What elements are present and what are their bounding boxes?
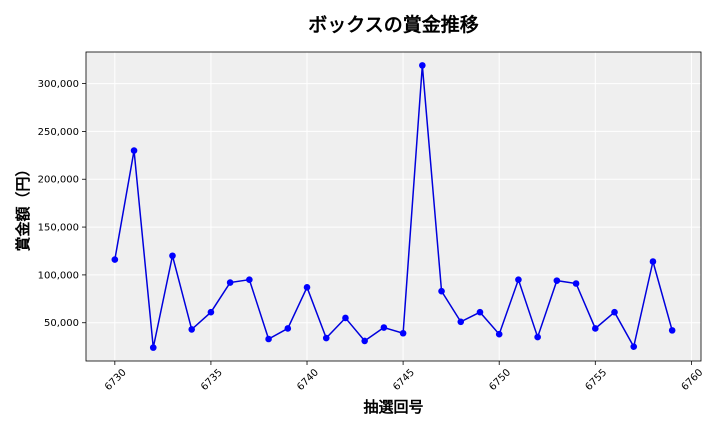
chart-title: ボックスの賞金推移 bbox=[308, 13, 478, 36]
data-point bbox=[284, 325, 292, 332]
x-tick-label: 6760 bbox=[680, 367, 706, 393]
data-point bbox=[611, 308, 618, 316]
data-point bbox=[534, 333, 541, 341]
x-tick-label: 6740 bbox=[295, 367, 321, 393]
x-tick-label: 6755 bbox=[583, 367, 609, 393]
series-line bbox=[114, 65, 673, 349]
data-point bbox=[457, 318, 465, 326]
y-tick-label: 150,000 bbox=[38, 223, 79, 234]
data-point bbox=[572, 280, 580, 287]
y-tick-label: 50,000 bbox=[44, 318, 79, 329]
x-tick-label: 6750 bbox=[487, 367, 513, 393]
data-point bbox=[649, 258, 657, 265]
data-point bbox=[246, 276, 253, 283]
data-point bbox=[630, 343, 638, 350]
y-tick-label: 200,000 bbox=[38, 175, 79, 186]
data-point bbox=[668, 327, 676, 334]
data-point bbox=[361, 337, 368, 345]
data-point bbox=[265, 335, 272, 343]
data-point bbox=[553, 277, 561, 284]
series-layer bbox=[111, 62, 676, 351]
data-point bbox=[207, 308, 215, 316]
data-point bbox=[188, 326, 196, 333]
data-point bbox=[438, 287, 445, 295]
data-point bbox=[322, 334, 330, 342]
plot-frame bbox=[85, 51, 702, 362]
data-point bbox=[476, 308, 484, 316]
data-point bbox=[169, 252, 176, 260]
y-tick-label: 100,000 bbox=[38, 270, 79, 281]
x-tick-label: 6735 bbox=[199, 367, 225, 393]
data-point bbox=[495, 330, 503, 338]
data-point bbox=[111, 256, 119, 263]
data-point bbox=[419, 62, 426, 69]
data-point bbox=[591, 325, 599, 332]
data-point bbox=[149, 344, 157, 351]
x-tick-label: 6730 bbox=[103, 367, 129, 393]
x-axis-title: 抽選回号 bbox=[363, 398, 423, 416]
data-point bbox=[303, 284, 311, 291]
plot-area bbox=[86, 52, 701, 361]
x-tick-label: 6745 bbox=[391, 367, 417, 393]
data-point bbox=[380, 324, 388, 331]
data-point bbox=[515, 276, 522, 283]
data-point bbox=[226, 279, 234, 286]
y-tick-label: 300,000 bbox=[38, 79, 79, 90]
y-tick-label: 250,000 bbox=[38, 127, 79, 138]
data-point bbox=[130, 147, 138, 154]
grid-lines bbox=[86, 52, 701, 361]
y-axis-title: 賞金額（円） bbox=[14, 161, 32, 251]
data-point bbox=[399, 329, 407, 337]
data-point bbox=[342, 314, 349, 322]
